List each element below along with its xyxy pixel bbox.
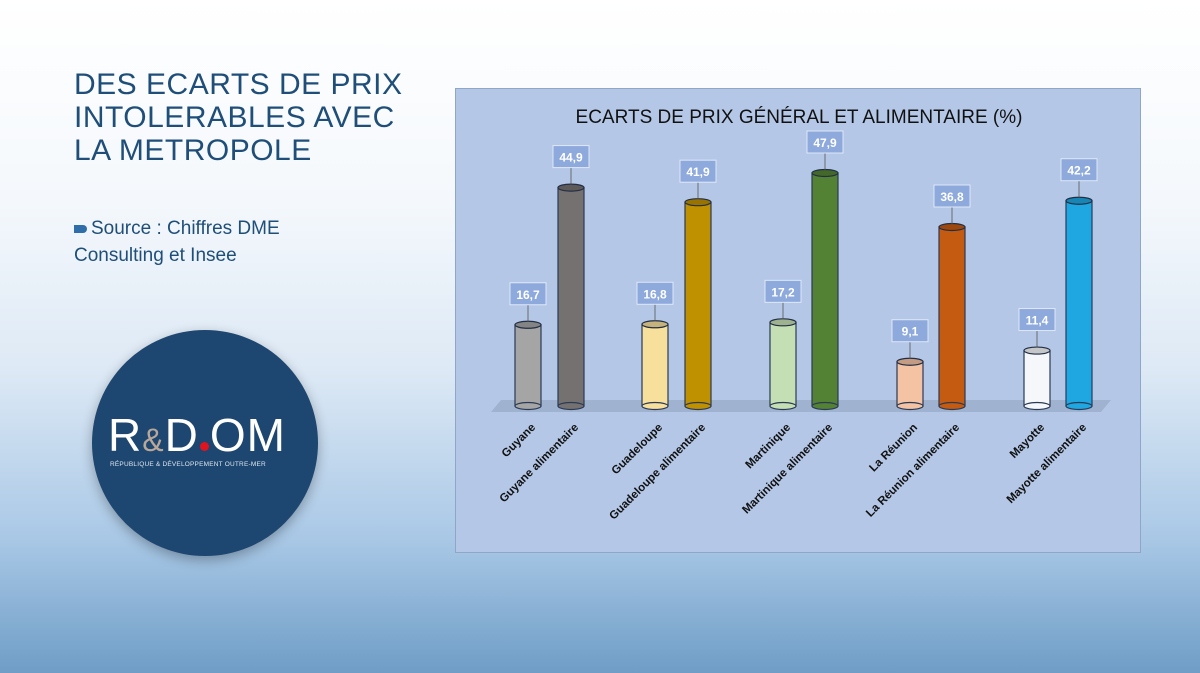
data-label: 11,4: [1026, 314, 1049, 328]
data-label-box: [552, 145, 590, 169]
data-label: 16,7: [516, 288, 540, 302]
data-label-box: [636, 281, 674, 305]
bar: [641, 323, 669, 407]
bar-base: [1065, 401, 1093, 411]
data-label: 9,1: [902, 325, 919, 339]
data-label: 47,9: [813, 136, 837, 150]
category-label: Mayotte alimentaire: [1005, 422, 1089, 506]
logo-subtitle: RÉPUBLIQUE & DÉVELOPPEMENT OUTRE-MER: [110, 461, 266, 468]
data-label-box: [509, 282, 547, 306]
bar-top: [1023, 346, 1051, 355]
category-label: Guyane alimentaire: [498, 422, 582, 506]
data-label-box: [679, 159, 717, 183]
slide-title: DES ECARTS DE PRIX INTOLERABLES AVEC LA …: [74, 68, 403, 167]
chart-title: ECARTS DE PRIX GÉNÉRAL ET ALIMENTAIRE (%…: [576, 107, 1023, 128]
bar-top: [769, 318, 797, 327]
arrow-bullet-icon: [74, 224, 87, 233]
data-label-box: [1060, 158, 1098, 182]
data-label-box: [1018, 308, 1056, 332]
bar: [514, 324, 542, 407]
category-label: Mayotte: [1008, 422, 1047, 461]
title-line: DES ECARTS DE PRIX: [74, 68, 403, 101]
bar: [811, 172, 839, 407]
bar: [557, 186, 585, 407]
bar-top: [896, 357, 924, 366]
title-line: INTOLERABLES AVEC: [74, 101, 395, 134]
bar-base: [641, 401, 669, 411]
bar-base: [684, 401, 712, 411]
chart-svg: ECARTS DE PRIX GÉNÉRAL ET ALIMENTAIRE (%…: [491, 107, 1111, 522]
data-label: 36,8: [940, 190, 964, 204]
bar: [1023, 349, 1051, 407]
bar: [1065, 200, 1093, 407]
bar-top: [684, 198, 712, 207]
bar: [769, 321, 797, 407]
bar-base: [811, 401, 839, 411]
bar: [938, 226, 966, 407]
category-label: Guyane: [500, 422, 538, 460]
title-line: LA METROPOLE: [74, 134, 312, 167]
bar-base: [938, 401, 966, 411]
bar-base: [514, 401, 542, 411]
source-note: Source : Chiffres DME Consulting et Inse…: [74, 215, 364, 269]
bar-top: [938, 222, 966, 232]
category-label: Martinique alimentaire: [740, 422, 835, 517]
data-label: 41,9: [686, 165, 710, 179]
data-label-box: [764, 279, 802, 303]
rdom-logo: R&D OM RÉPUBLIQUE & DÉVELOPPEMENT OUTRE-M…: [92, 330, 318, 556]
bar-base: [557, 401, 585, 411]
data-label-box: [933, 184, 971, 208]
data-label-box: [891, 319, 929, 343]
bar-top: [1065, 196, 1093, 205]
bar: [684, 201, 712, 407]
data-label: 16,8: [643, 287, 667, 301]
bar-top: [514, 320, 542, 329]
data-label: 42,2: [1067, 164, 1091, 178]
bar-chart: ECARTS DE PRIX GÉNÉRAL ET ALIMENTAIRE (%…: [455, 88, 1141, 553]
bar-base: [896, 401, 924, 411]
source-text: Source : Chiffres DME Consulting et Inse…: [74, 218, 280, 266]
bar-top: [557, 183, 585, 192]
data-label-box: [806, 130, 844, 154]
bar: [896, 361, 924, 407]
bar-base: [1023, 401, 1051, 411]
bar-top: [811, 168, 839, 178]
logo-wordmark: R&D OM: [108, 409, 286, 461]
bar-top: [641, 320, 669, 329]
data-label: 17,2: [771, 285, 795, 299]
bar-base: [769, 401, 797, 411]
data-label: 44,9: [559, 151, 583, 165]
